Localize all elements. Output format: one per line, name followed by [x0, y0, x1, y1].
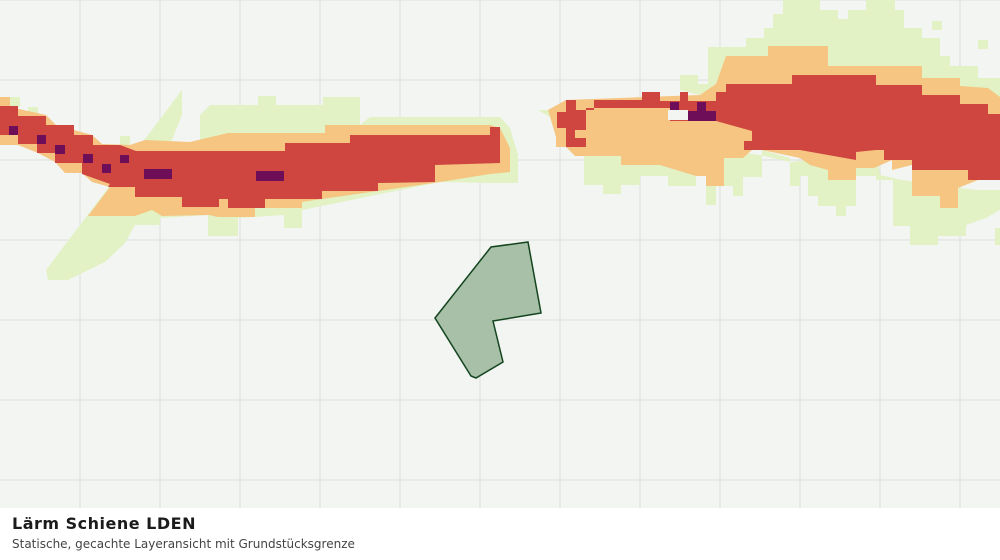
caption: Lärm Schiene LDEN Statische, gecachte La…: [0, 508, 1000, 560]
parcel-boundary[interactable]: [434, 241, 542, 379]
map-subtitle: Statische, gecachte Layeransicht mit Gru…: [12, 537, 355, 551]
map-gap: [668, 110, 688, 120]
map-title: Lärm Schiene LDEN: [12, 514, 196, 533]
noise-zone-very-high: [9, 102, 716, 181]
noise-zone-high: [0, 75, 1000, 208]
map-view: [0, 0, 1000, 508]
